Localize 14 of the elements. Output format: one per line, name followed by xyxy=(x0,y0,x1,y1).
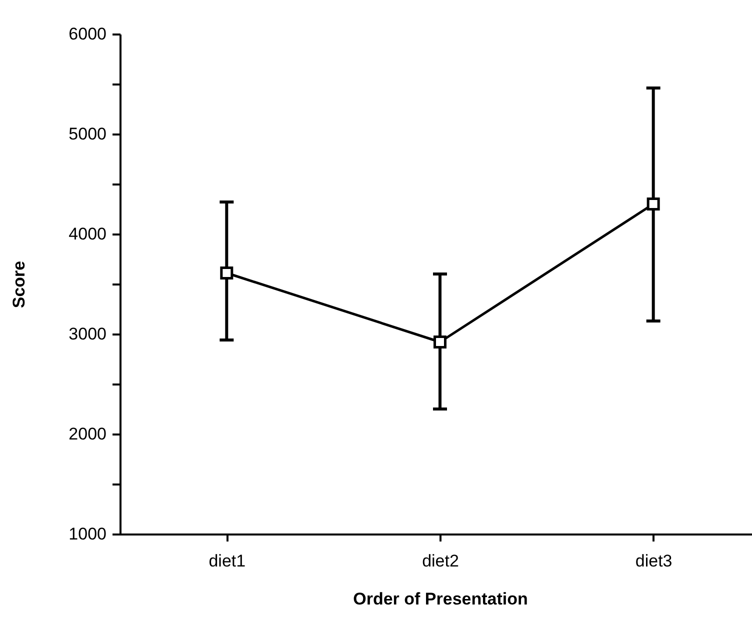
x-tick-label: diet1 xyxy=(208,552,246,570)
point xyxy=(434,336,446,348)
y-tick-label: 2000 xyxy=(68,424,106,444)
point xyxy=(646,198,660,210)
x-tick-label: diet2 xyxy=(422,552,459,570)
y-tick-label: 6000 xyxy=(68,24,106,44)
y-tick-label: 1000 xyxy=(68,524,106,544)
y-axis-title: Score xyxy=(10,260,29,308)
y-tick-label: 5000 xyxy=(68,124,106,144)
point xyxy=(220,266,234,280)
y-tick-label: 4000 xyxy=(68,224,106,244)
x-axis-title: Order of Presentation xyxy=(353,590,528,608)
x-tick-label: diet3 xyxy=(635,552,672,570)
y-tick-label: 3000 xyxy=(68,324,106,344)
